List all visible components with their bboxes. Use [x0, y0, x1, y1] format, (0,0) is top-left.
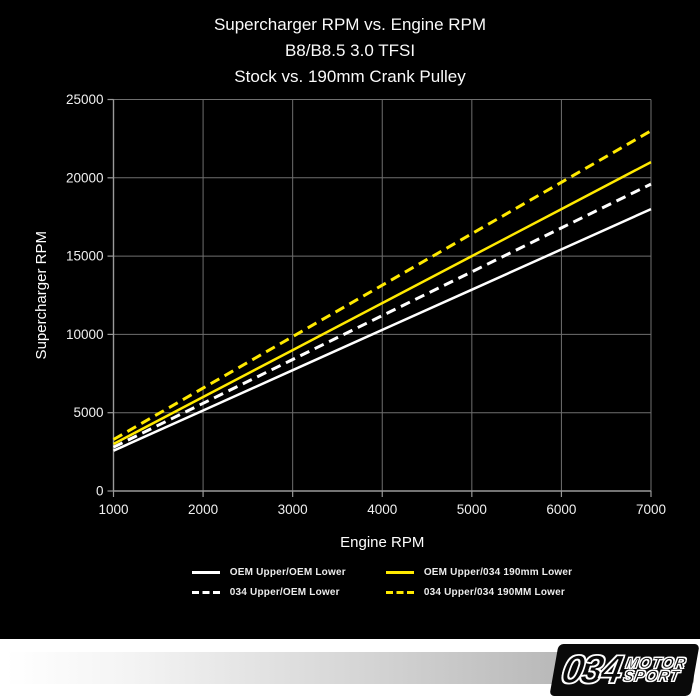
legend-dashed-line-marker [385, 591, 414, 594]
x-tick-label: 2000 [188, 502, 218, 517]
series-lines [112, 129, 652, 452]
x-tick-label: 7000 [636, 502, 666, 517]
series-line [112, 207, 652, 452]
legend-item: 034 Upper/034 190MM Lower [385, 587, 572, 598]
rpm-line-chart: 1000 2000 3000 4000 5000 6000 7000 0 5000 10000 15… [33, 92, 666, 551]
legend-label: 034 Upper/034 190MM Lower [423, 587, 565, 598]
x-tick-label: 4000 [367, 502, 397, 517]
legend-item: OEM Upper/034 190mm Lower [385, 567, 573, 578]
series-line [112, 182, 652, 449]
y-tick-label: 15000 [66, 249, 104, 264]
x-tick-label: 3000 [278, 502, 308, 517]
y-tick-label: 0 [96, 484, 104, 499]
motorsport-logo: 034 MOTOR SPORT [549, 644, 700, 696]
x-tick-label: 6000 [546, 502, 576, 517]
logo-word-bottom: SPORT [621, 668, 682, 686]
chart-title-line3: Stock vs. 190mm Crank Pulley [234, 67, 466, 86]
footer: 034 MOTOR SPORT [0, 639, 700, 700]
x-axis-title: Engine RPM [340, 534, 424, 551]
y-tick-label: 10000 [66, 327, 104, 342]
legend-dashed-line-marker [191, 591, 220, 594]
chart-titles: Supercharger RPM vs. Engine RPM B8/B8.5 … [0, 12, 700, 90]
series-line [112, 160, 652, 446]
axes: 1000 2000 3000 4000 5000 6000 7000 0 5000 10000 15… [66, 92, 666, 517]
legend-solid-line-marker [385, 571, 414, 574]
logo-number: 034 [557, 647, 624, 692]
series-line [112, 129, 652, 441]
legend-item: 034 Upper/OEM Lower [191, 587, 346, 598]
legend-label: 034 Upper/OEM Lower [229, 587, 340, 598]
x-tick-label: 1000 [98, 502, 128, 517]
y-tick-label: 5000 [73, 405, 103, 420]
chart-title-line2: B8/B8.5 3.0 TFSI [284, 41, 416, 60]
legend-label: OEM Upper/034 190mm Lower [423, 567, 573, 578]
chart-legend: OEM Upper/OEM Lower 034 Upper/OEM Lower OE… [113, 567, 651, 598]
logo-wordmark: MOTOR SPORT [621, 655, 688, 686]
y-tick-label: 25000 [66, 92, 104, 107]
legend-label: OEM Upper/OEM Lower [229, 567, 346, 578]
x-tick-label: 5000 [457, 502, 487, 517]
y-tick-label: 20000 [66, 170, 104, 185]
gridlines [113, 99, 652, 492]
chart-area: 1000 2000 3000 4000 5000 6000 7000 0 5000 10000 15… [0, 85, 700, 565]
legend-solid-line-marker [191, 571, 220, 574]
y-axis-title: Supercharger RPM [33, 231, 50, 359]
legend-item: OEM Upper/OEM Lower [191, 567, 346, 578]
chart-title-line1: Supercharger RPM vs. Engine RPM [213, 15, 487, 34]
